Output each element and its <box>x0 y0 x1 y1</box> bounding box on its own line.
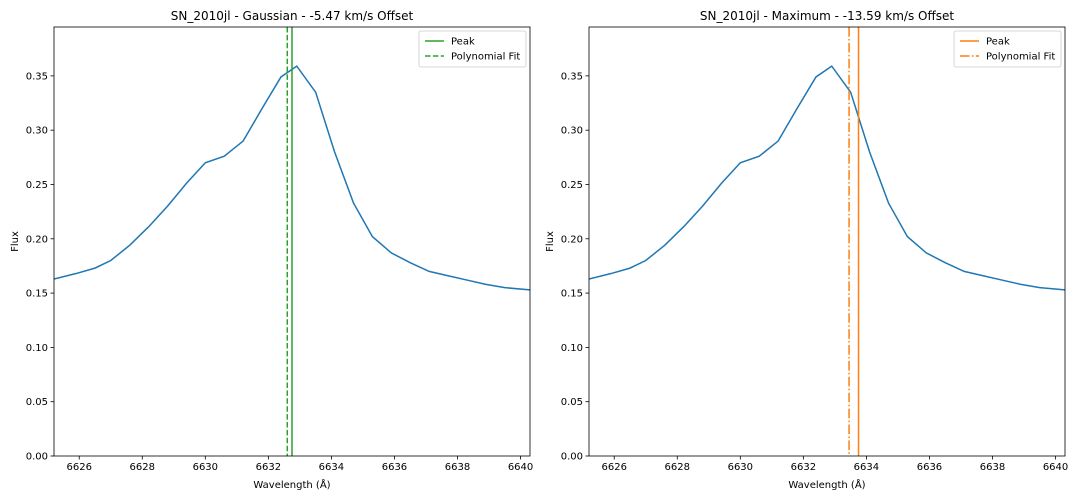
chart1-x-tick-label-7: 6640 <box>1043 462 1068 473</box>
chart1-y-tick-label-0: 0.00 <box>561 452 583 463</box>
chart0-y-axis-label: Flux <box>10 231 21 252</box>
chart0-y-tick-label-2: 0.10 <box>26 343 48 354</box>
chart1-title: SN_2010jl - Maximum - -13.59 km/s Offset <box>700 9 954 23</box>
chart1-x-tick-label-4: 6634 <box>854 462 879 473</box>
chart0-y-tick-label-5: 0.25 <box>26 180 48 191</box>
chart0-x-tick-label-6: 6638 <box>445 462 470 473</box>
chart-panel-gaussian: 6626 6628 6630 6632 6634 6636 6638 6640 0.00 0.05… <box>10 9 533 491</box>
chart0-y-tick-label-0: 0.00 <box>26 452 48 463</box>
chart0-y-tick-label-1: 0.05 <box>26 397 48 408</box>
chart0-y-tick-label-4: 0.20 <box>26 234 48 245</box>
chart0-x-tick-label-0: 6626 <box>66 462 91 473</box>
chart1-y-tick-label-1: 0.05 <box>561 397 583 408</box>
chart0-y-tick-label-3: 0.15 <box>26 289 48 300</box>
chart0-x-tick-label-1: 6628 <box>130 462 155 473</box>
chart1-legend: Peak Polynomial Fit <box>953 30 1062 68</box>
chart-panel-maximum: 6626 6628 6630 6632 6634 6636 6638 6640 0.00 0.05… <box>545 9 1068 491</box>
chart1-x-tick-label-1: 6628 <box>665 462 690 473</box>
chart1-x-tick-label-6: 6638 <box>980 462 1005 473</box>
chart1-x-tick-label-0: 6626 <box>601 462 626 473</box>
chart0-x-tick-label-3: 6632 <box>256 462 281 473</box>
chart1-y-axis-label: Flux <box>545 231 556 252</box>
chart0-series-line-0 <box>54 65 530 291</box>
chart1-x-tick-label-5: 6636 <box>917 462 942 473</box>
chart0-plot-frame <box>53 26 531 457</box>
chart0-title: SN_2010jl - Gaussian - -5.47 km/s Offset <box>171 9 414 23</box>
chart1-y-tick-label-4: 0.20 <box>561 234 583 245</box>
chart1-x-tick-label-3: 6632 <box>791 462 816 473</box>
chart1-y-tick-label-7: 0.35 <box>561 71 583 82</box>
chart0-x-tick-label-2: 6630 <box>193 462 218 473</box>
chart1-series-line-0 <box>589 65 1065 291</box>
chart0-y-tick-label-7: 0.35 <box>26 71 48 82</box>
chart1-legend-label-0: Peak <box>986 37 1010 48</box>
chart1-legend-label-1: Polynomial Fit <box>986 52 1055 63</box>
chart1-y-tick-label-5: 0.25 <box>561 180 583 191</box>
chart1-x-axis-label: Wavelength (Å) <box>788 478 865 491</box>
chart0-legend-label-0: Peak <box>451 37 475 48</box>
chart0-x-tick-label-5: 6636 <box>382 462 407 473</box>
chart0-x-axis-label: Wavelength (Å) <box>253 478 330 491</box>
chart0-x-tick-label-4: 6634 <box>319 462 344 473</box>
chart0-legend-box <box>418 30 527 68</box>
chart1-legend-box <box>953 30 1062 68</box>
chart1-plot-frame <box>588 26 1066 457</box>
chart0-legend: Peak Polynomial Fit <box>418 30 527 68</box>
chart1-y-tick-label-3: 0.15 <box>561 289 583 300</box>
chart0-y-tick-label-6: 0.30 <box>26 126 48 137</box>
chart0-x-tick-label-7: 6640 <box>508 462 533 473</box>
chart1-y-tick-label-6: 0.30 <box>561 126 583 137</box>
chart1-y-tick-label-2: 0.10 <box>561 343 583 354</box>
chart0-legend-label-1: Polynomial Fit <box>451 52 520 63</box>
chart1-x-tick-label-2: 6630 <box>728 462 753 473</box>
